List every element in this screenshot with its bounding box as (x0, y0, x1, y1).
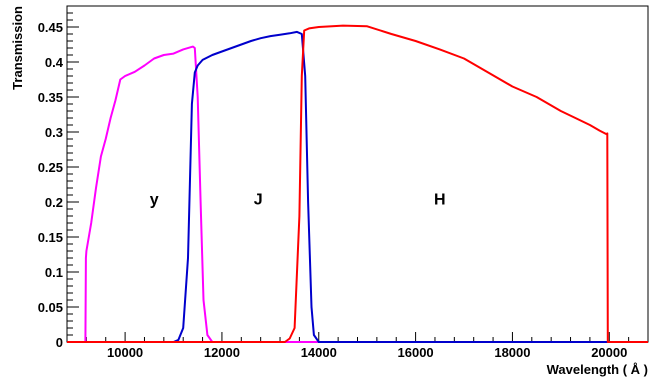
y-tick-label: 0.4 (45, 55, 64, 70)
y-axis-title: Transmission (10, 6, 25, 90)
x-tick-label: 18000 (494, 345, 530, 360)
x-tick-label: 16000 (398, 345, 434, 360)
y-tick-label: 0.05 (38, 300, 63, 315)
y-axis-ticks: 0 0.05 0.1 0.15 0.2 0.25 0.3 0.35 0.4 0.45 (38, 5, 79, 350)
series-curves (67, 24, 648, 343)
band-label-j: J (254, 192, 263, 209)
y-tick-label: 0.25 (38, 160, 63, 175)
y-tick-label: 0.15 (38, 230, 63, 245)
band-label-h: H (434, 192, 446, 209)
y-tick-label: 0.1 (45, 265, 63, 280)
x-tick-label: 14000 (301, 345, 337, 360)
x-axis-ticks: 10000 12000 14000 16000 18000 20000 (66, 332, 649, 360)
y-tick-label: 0.45 (38, 20, 63, 35)
y-tick-label: 0 (56, 335, 63, 350)
y-tick-label: 0.35 (38, 90, 63, 105)
band-label-y: y (150, 192, 159, 209)
x-tick-label: 20000 (591, 345, 627, 360)
x-tick-label: 10000 (107, 345, 143, 360)
y-tick-label: 0.2 (45, 195, 63, 210)
curve-h (67, 24, 648, 343)
plot-frame (66, 5, 649, 343)
x-axis-title: Wavelength ( Å ) (547, 362, 648, 377)
x-tick-label: 12000 (204, 345, 240, 360)
y-tick-label: 0.3 (45, 125, 63, 140)
curve-j (67, 30, 648, 343)
curve-y (67, 45, 648, 343)
